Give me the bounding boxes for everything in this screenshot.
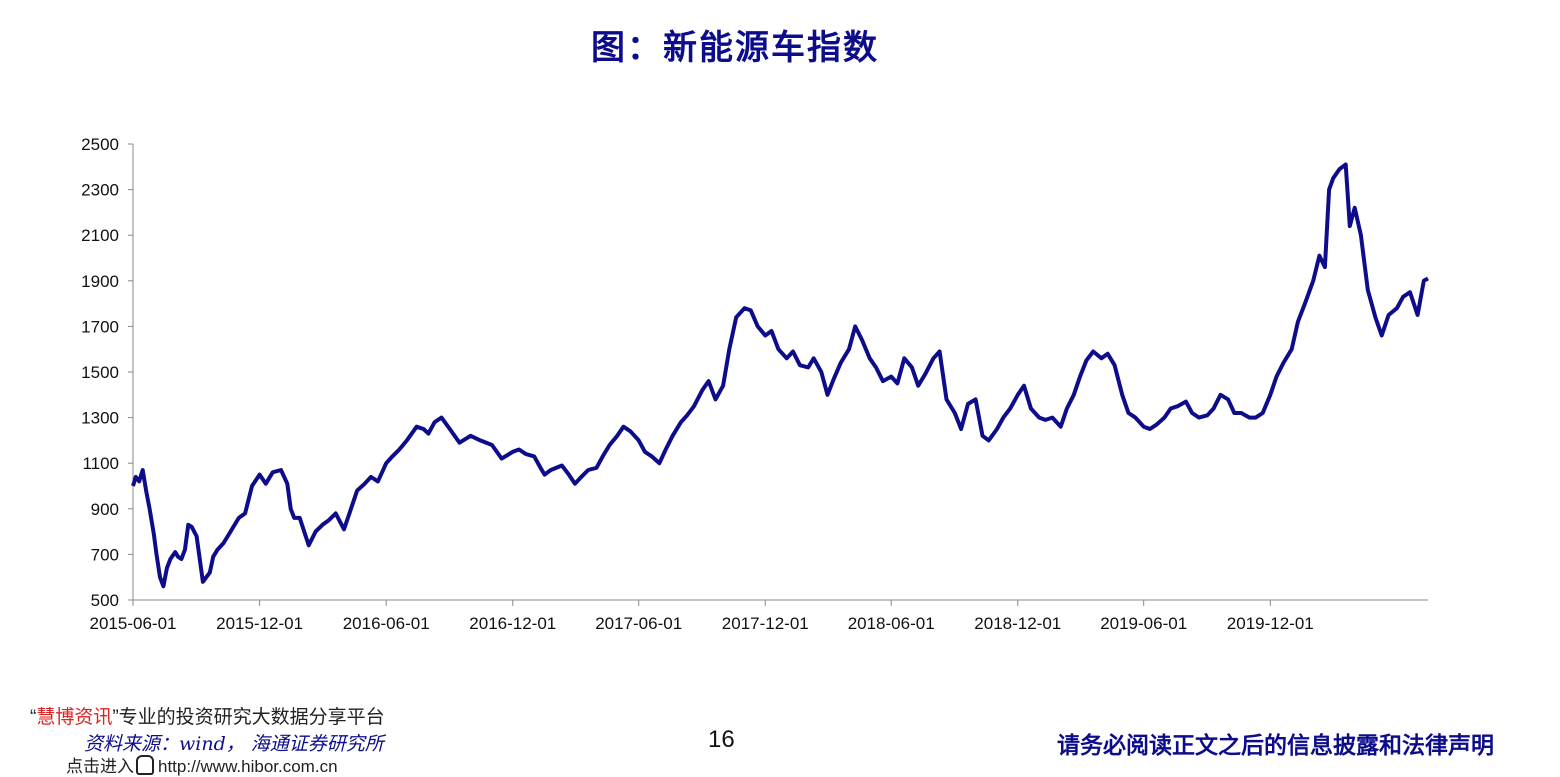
y-tick-label: 1300 bbox=[81, 409, 119, 428]
hibor-link[interactable]: http://www.hibor.com.cn bbox=[158, 757, 338, 776]
page-title: 图：新能源车指数 bbox=[591, 28, 879, 68]
y-tick-label: 1700 bbox=[81, 317, 119, 336]
y-tick-label: 500 bbox=[91, 591, 119, 610]
source-note: 资料来源：wind， 海通证券研究所 bbox=[84, 733, 384, 755]
watermark-slogan: “慧博资讯”专业的投资研究大数据分享平台 bbox=[30, 706, 385, 730]
x-tick-label: 2018-12-01 bbox=[974, 614, 1061, 633]
x-tick-label: 2019-12-01 bbox=[1227, 614, 1314, 633]
x-tick-label: 2019-06-01 bbox=[1100, 614, 1187, 633]
x-tick-label: 2017-06-01 bbox=[595, 614, 682, 633]
y-tick-label: 2500 bbox=[81, 135, 119, 154]
y-axis: 500 700 900 1100 1300 1500 1700 1900 2100 2300 250… bbox=[81, 135, 134, 610]
quote-close: ” bbox=[112, 707, 119, 728]
link-prefix: 点击进入 bbox=[66, 757, 134, 776]
y-tick-label: 700 bbox=[91, 545, 119, 564]
y-tick-label: 1900 bbox=[81, 272, 119, 291]
hand-pointer-icon bbox=[136, 755, 154, 775]
y-tick-label: 1500 bbox=[81, 363, 119, 382]
y-tick-label: 2100 bbox=[81, 226, 119, 245]
y-tick-label: 900 bbox=[91, 500, 119, 519]
page-number: 16 bbox=[708, 726, 735, 753]
x-tick-label: 2018-06-01 bbox=[848, 614, 935, 633]
x-tick-label: 2016-12-01 bbox=[469, 614, 556, 633]
y-tick-label: 2300 bbox=[81, 181, 119, 200]
x-tick-label: 2016-06-01 bbox=[343, 614, 430, 633]
series-line bbox=[131, 162, 1429, 589]
x-tick-label: 2015-06-01 bbox=[90, 614, 177, 633]
x-axis: 2015-06-01 2015-12-01 2016-06-01 2016-12-01… bbox=[90, 599, 1428, 633]
quote-open: “ bbox=[30, 707, 37, 728]
link-row: 点击进入 http://www.hibor.com.cn bbox=[66, 752, 338, 777]
brand-name: 慧博资讯 bbox=[36, 707, 113, 728]
slogan-text: 专业的投资研究大数据分享平台 bbox=[118, 707, 385, 728]
x-tick-label: 2015-12-01 bbox=[216, 614, 303, 633]
x-tick-label: 2017-12-01 bbox=[722, 614, 809, 633]
disclaimer: 请务必阅读正文之后的信息披露和法律声明 bbox=[1057, 732, 1494, 759]
line-chart: 500 700 900 1100 1300 1500 1700 1900 2100 2300 250… bbox=[81, 135, 1429, 633]
y-tick-label: 1100 bbox=[82, 454, 119, 473]
